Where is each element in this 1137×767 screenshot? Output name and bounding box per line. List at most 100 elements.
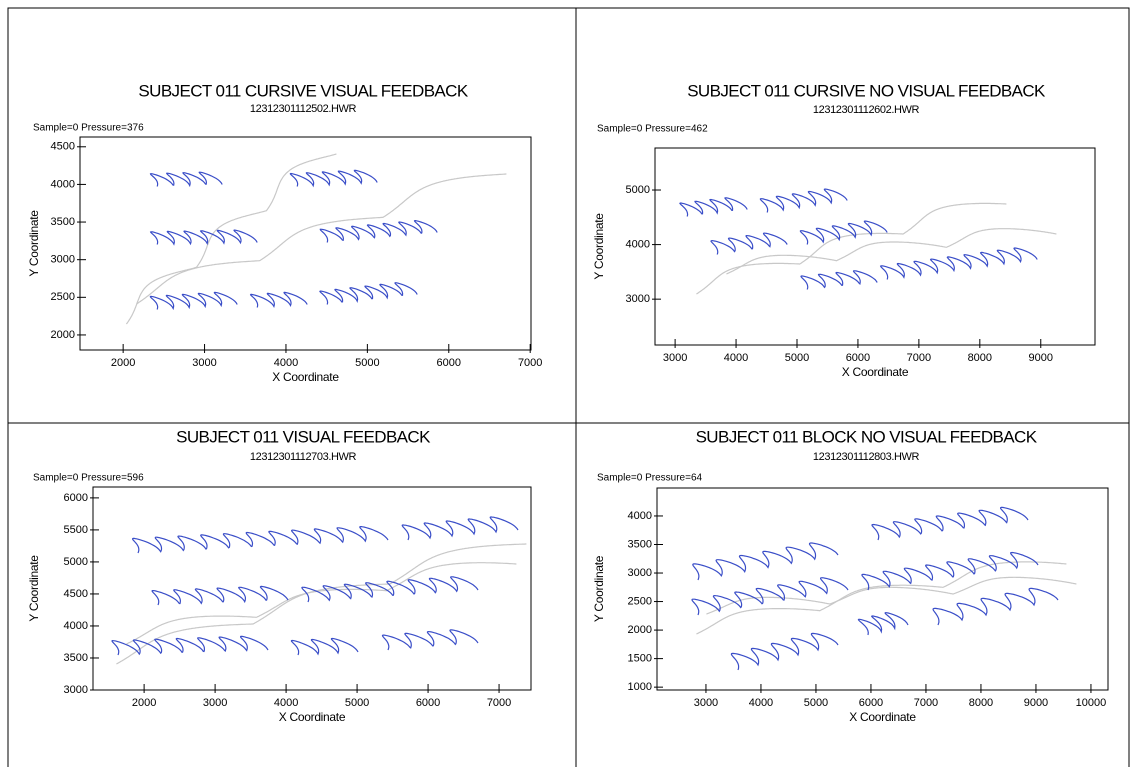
x-tick-label: 7000 (914, 697, 938, 709)
x-tick-label: 3000 (192, 357, 216, 369)
trace-pen-down (861, 551, 1039, 591)
trace-pen-down (710, 232, 788, 255)
trace-pen-down (879, 247, 1038, 280)
x-tick-label: 5000 (345, 697, 369, 709)
y-tick-label: 5000 (64, 556, 88, 568)
trace-pen-down (800, 270, 878, 290)
x-tick-label: 4000 (724, 352, 748, 364)
trace-pen-up (126, 562, 517, 645)
trace-pen-down (111, 635, 269, 656)
chart-subtitle: 12312301112502.HWR (250, 103, 357, 115)
trace-pen-down (290, 637, 359, 656)
trace-pen-down (691, 577, 849, 616)
x-tick-label: 2000 (132, 697, 156, 709)
trace-pen-down (149, 291, 238, 311)
chart-title: SUBJECT 011 CURSIVE VISUAL FEEDBACK (138, 81, 468, 100)
x-tick-label: 7000 (487, 697, 511, 709)
y-tick-label: 3500 (64, 652, 88, 664)
x-tick-label: 4000 (274, 697, 298, 709)
x-tick-label: 6000 (846, 352, 870, 364)
trace-pen-down (759, 188, 848, 213)
x-tick-label: 7000 (518, 357, 542, 369)
x-tick-label: 4000 (749, 697, 773, 709)
x-axis-label: X Coordinate (849, 710, 916, 724)
x-tick-label: 5000 (355, 357, 379, 369)
chart-subtitle: 12312301112602.HWR (813, 104, 920, 116)
trace-pen-up (696, 202, 1007, 295)
plot-frame (654, 147, 1096, 346)
x-tick-label: 7000 (907, 352, 931, 364)
x-tick-label: 5000 (804, 697, 828, 709)
trace-pen-down (932, 587, 1059, 626)
y-axis-label: Y Coordinate (27, 210, 41, 277)
x-tick-label: 2000 (111, 357, 135, 369)
trace-pen-down (149, 171, 223, 188)
y-tick-label: 3000 (64, 684, 88, 696)
y-tick-label: 5500 (64, 524, 88, 536)
trace-pen-up (136, 173, 507, 305)
x-tick-label: 4000 (274, 357, 298, 369)
trace-pen-down (401, 516, 519, 541)
y-tick-label: 2000 (51, 329, 75, 341)
y-tick-label: 3000 (626, 293, 650, 305)
chart-title: SUBJECT 011 BLOCK NO VISUAL FEEDBACK (696, 427, 1038, 446)
y-tick-label: 4500 (64, 588, 88, 600)
y-axis-label: Y Coordinate (592, 213, 606, 280)
x-axis-label: X Coordinate (279, 710, 346, 724)
y-axis-label: Y Coordinate (27, 555, 41, 622)
x-tick-label: 8000 (969, 697, 993, 709)
x-tick-label: 9000 (1024, 697, 1048, 709)
status-note: Sample=0 Pressure=376 (33, 123, 144, 134)
y-tick-label: 3500 (628, 538, 652, 550)
x-tick-label: 9000 (1029, 352, 1053, 364)
frame (7, 7, 1130, 767)
y-tick-label: 4000 (626, 238, 650, 250)
status-note: Sample=0 Pressure=462 (597, 124, 708, 135)
trace-pen-down (132, 526, 389, 554)
trace-pen-down (301, 576, 479, 603)
trace-pen-down (381, 629, 479, 651)
trace-pen-down (730, 632, 839, 671)
x-tick-label: 6000 (437, 357, 461, 369)
chart-title: SUBJECT 011 CURSIVE NO VISUAL FEEDBACK (687, 81, 1046, 100)
x-tick-label: 3000 (203, 697, 227, 709)
y-tick-label: 4000 (64, 620, 88, 632)
chart-title: SUBJECT 011 VISUAL FEEDBACK (176, 427, 431, 446)
status-note: Sample=0 Pressure=596 (33, 473, 144, 484)
x-tick-label: 6000 (859, 697, 883, 709)
y-axis-label: Y Coordinate (592, 555, 606, 622)
trace-pen-down (857, 612, 909, 636)
trace-pen-down (679, 197, 748, 217)
x-tick-label: 6000 (416, 697, 440, 709)
plot-frame (656, 487, 1109, 691)
trace-pen-down (149, 229, 258, 246)
x-axis-label: X Coordinate (842, 365, 909, 379)
y-tick-label: 6000 (64, 492, 88, 504)
x-tick-label: 10000 (1076, 697, 1107, 709)
y-tick-label: 3000 (51, 254, 75, 266)
y-tick-label: 1500 (628, 653, 652, 665)
trace-pen-down (289, 169, 378, 188)
trace-pen-down (319, 282, 418, 305)
y-tick-label: 3000 (628, 567, 652, 579)
plot-frame (79, 136, 532, 351)
trace-pen-down (319, 220, 438, 243)
y-tick-label: 4000 (628, 510, 652, 522)
status-note: Sample=0 Pressure=64 (597, 473, 703, 484)
x-tick-label: 8000 (968, 352, 992, 364)
x-tick-label: 3000 (663, 352, 687, 364)
trace-pen-up (125, 153, 337, 325)
trace-pen-down (692, 542, 839, 581)
y-tick-label: 2500 (51, 291, 75, 303)
trace-pen-down (249, 291, 308, 309)
trace-pen-down (151, 585, 289, 606)
chart-subtitle: 12312301112803.HWR (813, 451, 920, 463)
x-tick-label: 3000 (694, 697, 718, 709)
chart-subtitle: 12312301112703.HWR (250, 451, 357, 463)
y-tick-label: 2000 (628, 624, 652, 636)
y-tick-label: 2500 (628, 595, 652, 607)
trace-pen-down (871, 506, 1029, 541)
plot-frame (92, 486, 532, 691)
y-tick-label: 5000 (626, 184, 650, 196)
